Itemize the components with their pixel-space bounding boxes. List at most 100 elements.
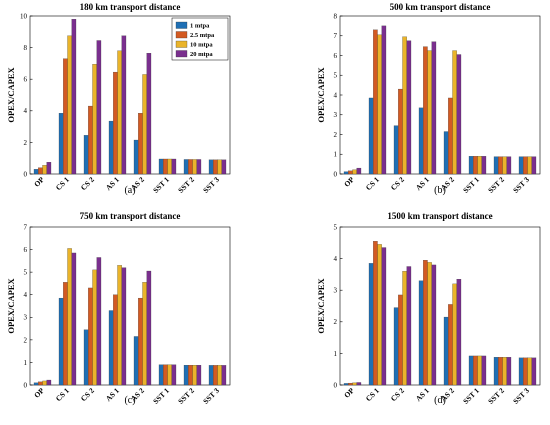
bar-sst1-series-1 xyxy=(158,158,164,175)
bar-op-series-2 xyxy=(348,170,353,175)
y-tick-label: 1 xyxy=(334,151,338,159)
x-tick-label: SST 2 xyxy=(486,386,506,406)
bar-cs1-series-3 xyxy=(377,244,382,386)
bar-as2-series-1 xyxy=(443,131,449,175)
bar-as1-series-4 xyxy=(121,267,127,386)
y-tick-label: 7 xyxy=(334,32,338,40)
legend-entry: 10 mtpa xyxy=(190,42,213,49)
bar-sst2-series-1 xyxy=(183,365,189,386)
bar-sst2-series-3 xyxy=(502,156,507,175)
bar-op-series-1 xyxy=(343,383,349,386)
x-tick-label: CS 1 xyxy=(54,175,71,192)
y-tick-label: 6 xyxy=(24,246,28,254)
bar-cs1-series-4 xyxy=(381,247,387,386)
chart-title: 500 km transport distance xyxy=(390,2,491,12)
bar-sst3-series-2 xyxy=(523,357,528,386)
bar-cs2-series-3 xyxy=(402,271,407,386)
bar-sst1-series-3 xyxy=(477,355,482,386)
bar-sst1-series-4 xyxy=(171,364,177,386)
x-tick-label: SST 1 xyxy=(461,175,481,195)
bar-as2-series-3 xyxy=(452,50,457,175)
bar-sst2-series-3 xyxy=(502,357,507,386)
bar-as1-series-2 xyxy=(113,294,118,386)
bar-cs2-series-1 xyxy=(83,329,89,386)
bar-cs1-series-2 xyxy=(63,282,68,386)
legend-swatch xyxy=(175,40,188,48)
bar-op-series-4 xyxy=(46,379,52,386)
bar-as2-series-4 xyxy=(146,270,152,386)
bar-as2-series-4 xyxy=(146,53,152,175)
x-tick-label: SST 3 xyxy=(201,175,221,195)
bar-sst3-series-3 xyxy=(527,156,532,175)
bar-sst2-series-1 xyxy=(493,357,499,386)
bar-op-series-4 xyxy=(356,167,362,175)
bar-sst2-series-4 xyxy=(506,156,512,175)
plot-area xyxy=(29,15,231,175)
bar-op-series-3 xyxy=(352,169,357,175)
bar-sst3-series-1 xyxy=(208,365,214,386)
bar-sst3-series-4 xyxy=(531,156,537,175)
chart-panel-3: 750 km transport distance 0 1 2 3 4 5 6 7 OPEX/CA… xyxy=(6,211,231,406)
bar-op-series-1 xyxy=(33,169,39,175)
bar-as2-series-3 xyxy=(142,282,147,386)
bar-as1-series-3 xyxy=(117,265,122,386)
x-tick-label: CS 2 xyxy=(389,386,406,403)
bar-sst1-series-3 xyxy=(167,158,172,175)
bar-cs1-series-1 xyxy=(58,113,64,175)
bar-sst1-series-3 xyxy=(477,156,482,175)
bar-sst3-series-4 xyxy=(531,357,537,386)
bar-cs1-series-2 xyxy=(373,241,378,386)
x-tick-label: CS 2 xyxy=(79,386,96,403)
bar-cs1-series-4 xyxy=(381,25,387,175)
x-tick-label: SST 2 xyxy=(176,386,196,406)
x-tick-label: OP xyxy=(32,175,46,189)
bar-cs1-series-2 xyxy=(373,29,378,175)
bar-as1-series-4 xyxy=(431,264,437,386)
bar-op-series-1 xyxy=(33,382,39,386)
legend-entry: 2.5 mtpa xyxy=(190,32,215,39)
bar-cs2-series-2 xyxy=(88,287,93,386)
bar-cs1-series-1 xyxy=(368,263,374,386)
y-tick-label: 2 xyxy=(334,131,338,139)
bar-cs2-series-1 xyxy=(393,307,399,386)
panel-label: (d) xyxy=(434,395,446,406)
y-tick-label: 4 xyxy=(24,291,28,299)
bar-as1-series-2 xyxy=(423,46,428,175)
bar-op-series-3 xyxy=(42,380,47,386)
bar-sst1-series-4 xyxy=(171,158,177,175)
bar-op-series-1 xyxy=(343,171,349,175)
panel-label: (c) xyxy=(124,395,135,406)
x-tick-label: AS 1 xyxy=(414,175,431,192)
bar-cs1-series-4 xyxy=(71,252,77,386)
y-axis-label: OPEX/CAPEX xyxy=(6,67,16,123)
bar-as2-series-2 xyxy=(448,97,453,175)
x-tick-label: SST 2 xyxy=(486,175,506,195)
bar-sst1-series-2 xyxy=(473,156,478,175)
bar-cs1-series-3 xyxy=(67,35,72,175)
chart-panel-2: 500 km transport distance 0 1 2 3 4 5 6 7 8 OPEX/C… xyxy=(316,2,541,196)
bar-sst2-series-3 xyxy=(192,159,197,175)
x-tick-label: CS 1 xyxy=(364,386,381,403)
legend: 1 mtpa 2.5 mtpa 10 mtpa 20 mtpa xyxy=(171,17,229,61)
panel-label: (b) xyxy=(434,185,446,196)
y-tick-label: 0 xyxy=(24,170,28,178)
y-tick-label: 3 xyxy=(24,314,28,322)
bar-cs2-series-3 xyxy=(92,269,97,386)
bar-as1-series-4 xyxy=(431,41,437,175)
bar-sst2-series-3 xyxy=(192,365,197,386)
panel-label: (a) xyxy=(124,185,135,196)
y-axis-label: OPEX/CAPEX xyxy=(316,278,326,334)
bar-cs2-series-4 xyxy=(96,40,102,175)
x-tick-label: OP xyxy=(342,175,356,189)
bar-as1-series-3 xyxy=(427,50,432,175)
bar-cs2-series-4 xyxy=(406,266,412,386)
x-tick-label: SST 3 xyxy=(511,386,531,406)
bar-as2-series-3 xyxy=(452,283,457,386)
chart-title: 750 km transport distance xyxy=(80,211,181,221)
bar-cs2-series-2 xyxy=(398,294,403,386)
bar-sst3-series-2 xyxy=(213,365,218,386)
y-tick-label: 0 xyxy=(24,381,28,389)
bar-op-series-2 xyxy=(38,167,43,175)
y-tick-label: 6 xyxy=(24,76,28,84)
x-tick-label: AS 1 xyxy=(104,175,121,192)
